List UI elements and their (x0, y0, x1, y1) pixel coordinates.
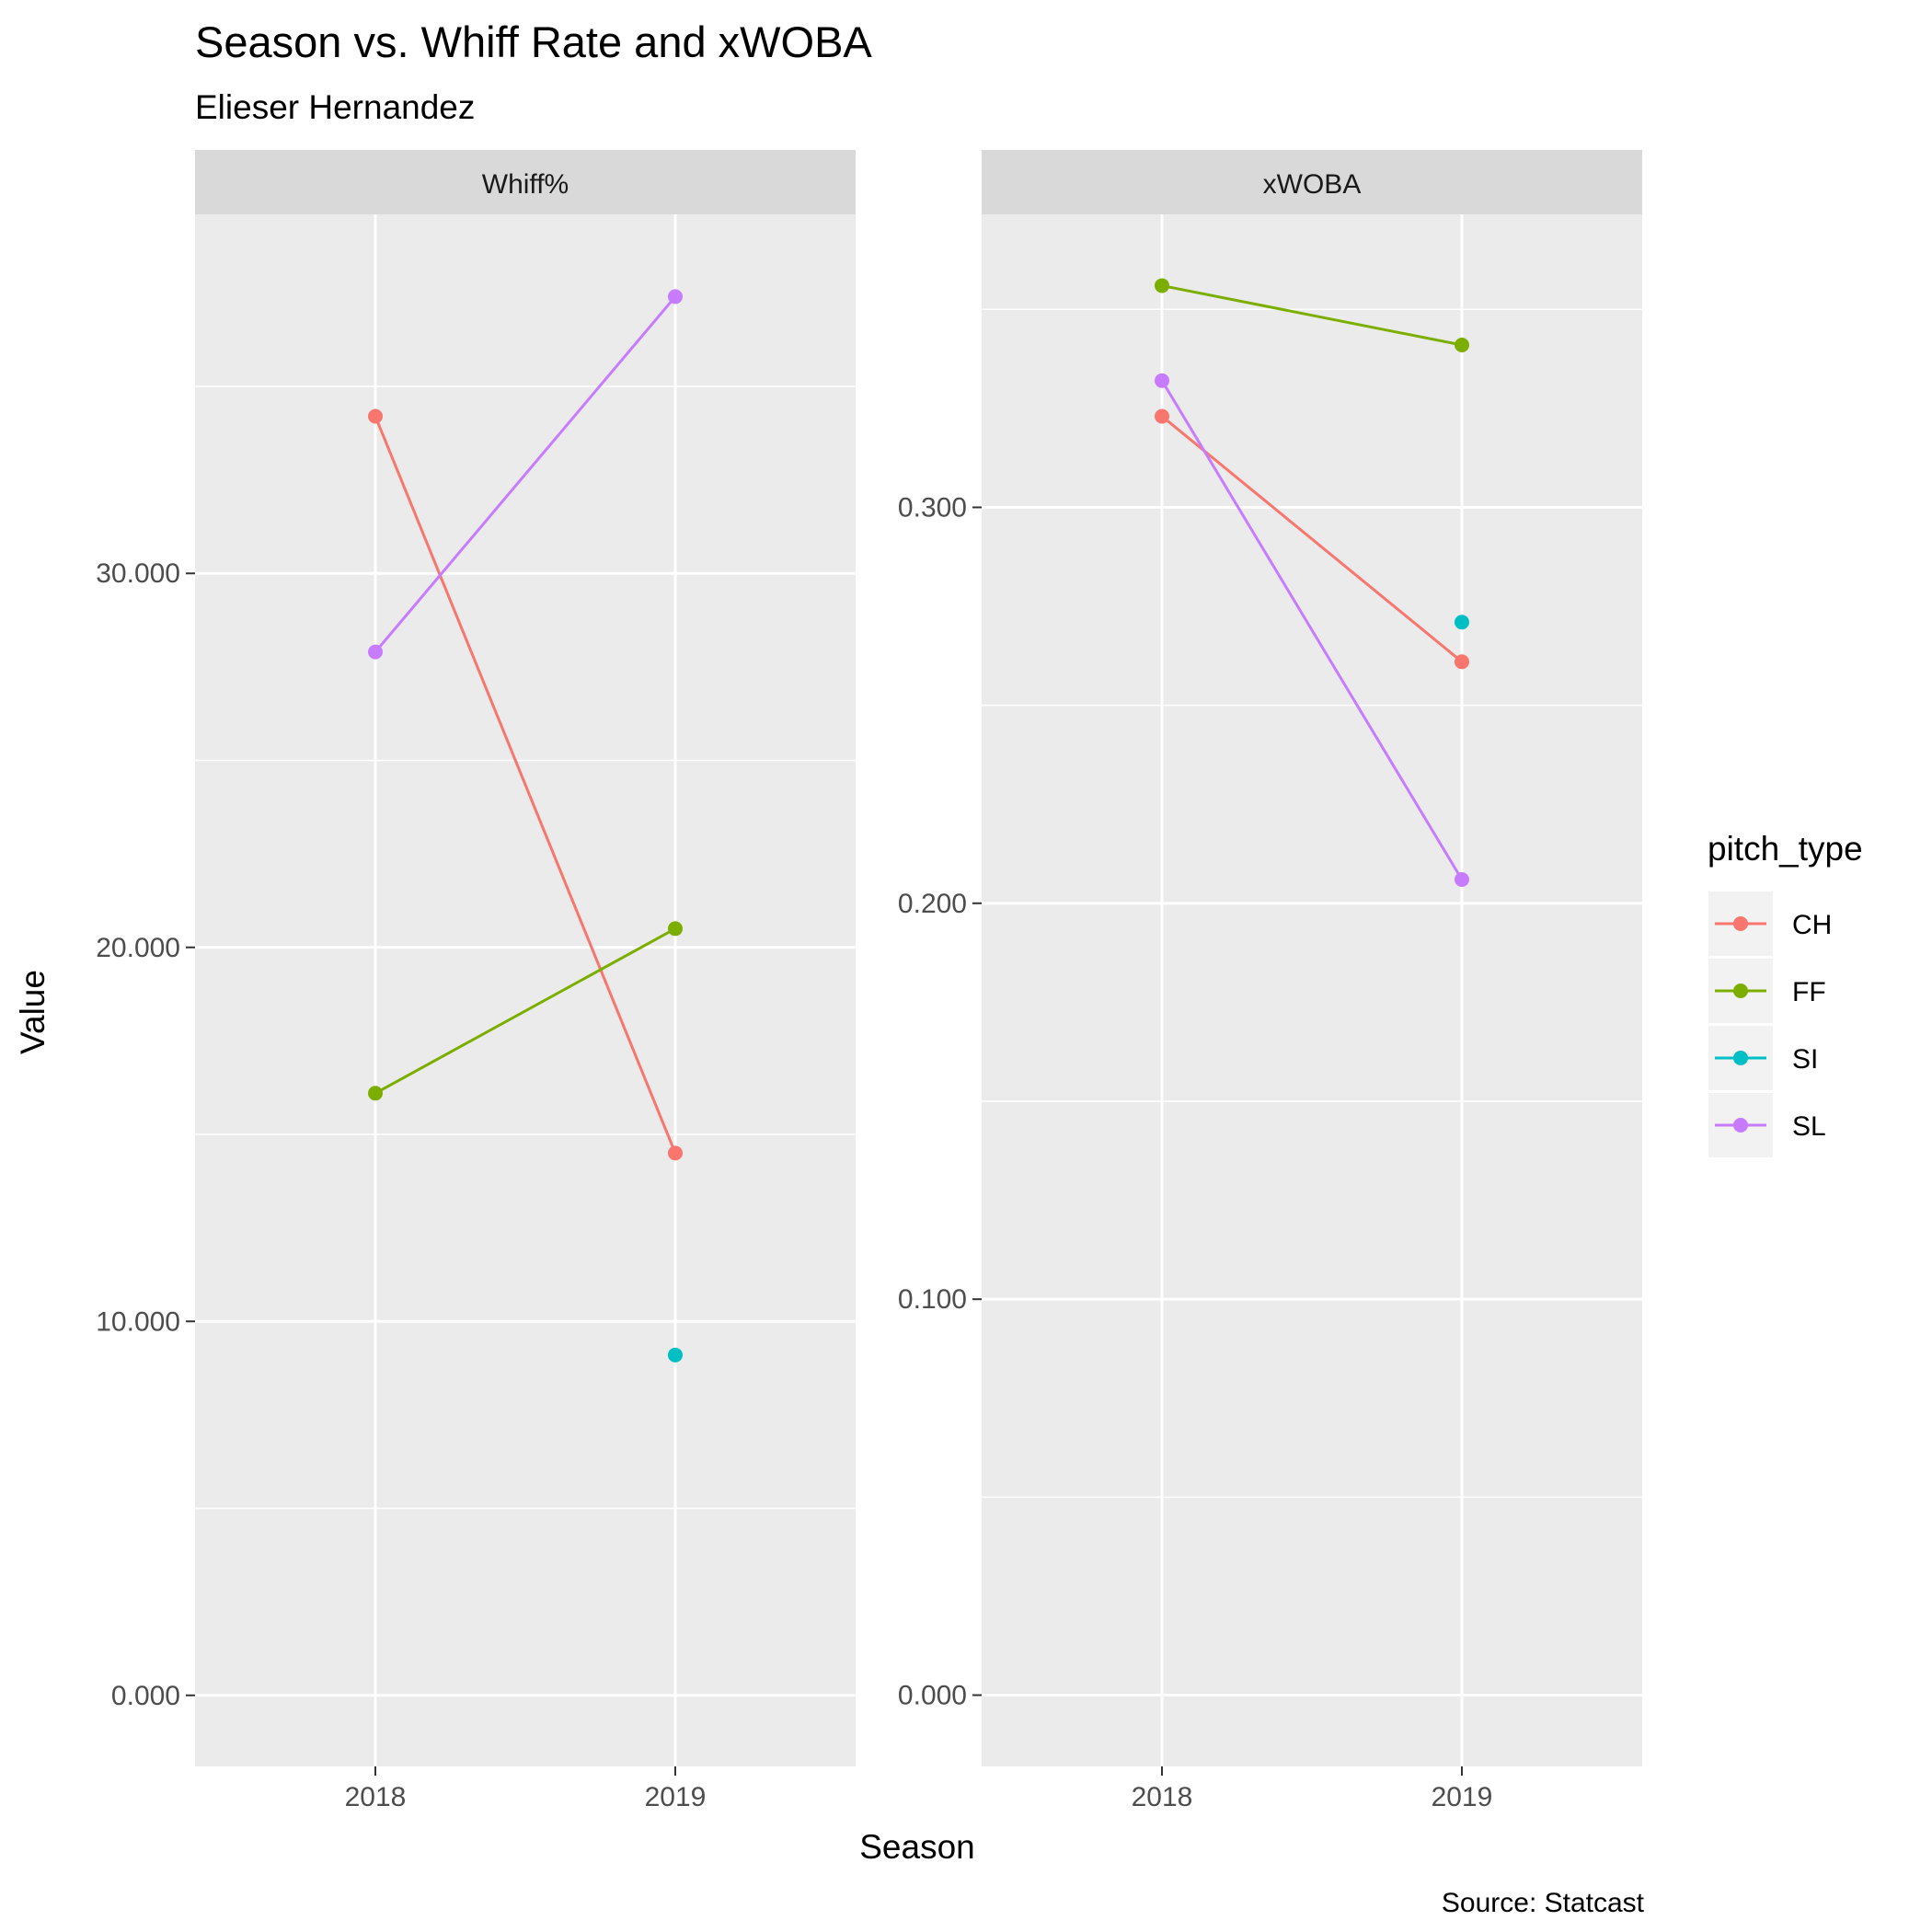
legend: pitch_type CH FF SI SL (1708, 830, 1863, 1157)
point-CH (1454, 654, 1469, 670)
y-tick-label: 30.000 (96, 558, 180, 589)
point-CH (368, 408, 384, 424)
y-tick-label: 20.000 (96, 933, 180, 963)
point-CH (1155, 408, 1170, 424)
legend-label-SL: SL (1792, 1111, 1826, 1142)
y-axis-title: Value (14, 970, 52, 1054)
series-line-SL (374, 295, 677, 653)
legend-key-point-SL (1733, 1118, 1748, 1133)
legend-title: pitch_type (1708, 830, 1863, 868)
y-tick-label: 0.000 (898, 1681, 967, 1711)
point-SL (1454, 872, 1469, 887)
panel-strip-label: Whiff% (482, 169, 569, 200)
chart-title: Season vs. Whiff Rate and xWOBA (195, 17, 872, 66)
legend-label-CH: CH (1792, 910, 1832, 940)
y-tick-label: 0.300 (898, 492, 967, 523)
legend-label-SI: SI (1792, 1044, 1818, 1075)
legend-label-FF: FF (1792, 977, 1826, 1007)
x-axis-title: Season (859, 1828, 975, 1866)
series-line-CH (1161, 415, 1463, 663)
y-tick-label: 0.100 (898, 1284, 967, 1315)
x-tick-label: 2018 (1132, 1782, 1193, 1812)
x-tick-label: 2019 (1432, 1782, 1493, 1812)
y-tick-label: 10.000 (96, 1306, 180, 1337)
panel-strip-label: xWOBA (1263, 169, 1362, 200)
point-FF (667, 921, 683, 937)
point-SL (1155, 373, 1170, 388)
panel-1: xWOBA 0.000 0.100 0.200 0.300 2018 2019 (898, 150, 1642, 1812)
series-line-FF (1161, 283, 1463, 347)
series-line-FF (374, 927, 676, 1095)
panel-strip (982, 150, 1642, 214)
legend-key-point-SI (1733, 1051, 1748, 1065)
point-SL (667, 289, 683, 305)
chart-subtitle: Elieser Hernandez (195, 88, 475, 126)
panel-0: Whiff% 0.000 10.000 20.000 30.000 2018 2019 (96, 150, 856, 1812)
series-line-CH (374, 415, 677, 1154)
panel-background (982, 214, 1642, 1766)
x-tick-label: 2018 (345, 1782, 407, 1812)
point-FF (1454, 338, 1469, 353)
point-SI (667, 1347, 683, 1363)
panel-strip (195, 150, 856, 214)
legend-key-point-FF (1733, 983, 1748, 998)
point-FF (1155, 278, 1170, 293)
legend-key-point-CH (1733, 916, 1748, 931)
y-tick-label: 0.000 (111, 1681, 180, 1711)
point-SL (368, 644, 384, 660)
panel-background (195, 214, 856, 1766)
point-CH (667, 1145, 683, 1161)
x-tick-label: 2019 (645, 1782, 707, 1812)
caption: Source: Statcast (1442, 1888, 1645, 1918)
y-tick-label: 0.200 (898, 889, 967, 919)
point-FF (368, 1086, 384, 1101)
point-SI (1454, 615, 1469, 630)
series-line-SL (1160, 379, 1464, 880)
